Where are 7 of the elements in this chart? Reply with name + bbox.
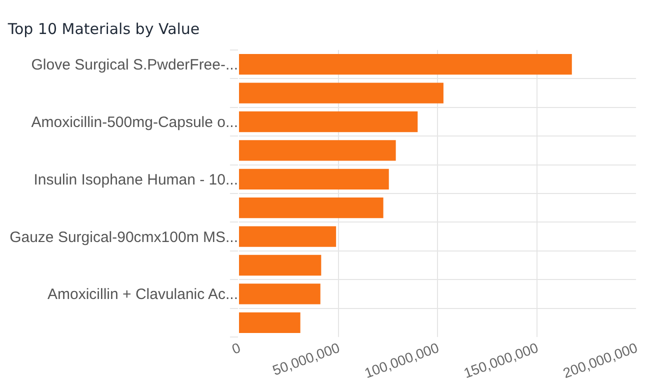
y-tick-label: Amoxicillin-500mg-Capsule o... xyxy=(31,114,238,131)
text: Top 10 Materials by Value xyxy=(6,20,200,38)
y-tick-label: Insulin Isophane Human - 10... xyxy=(34,171,238,188)
y-tick-label: Amoxicillin + Clavulanic Ac... xyxy=(48,286,238,304)
y-tick-label: Glove Surgical S.PwderFree-... xyxy=(31,56,238,74)
y-tick-label: Gauze Surgical-90cmx100m MS... xyxy=(10,228,238,246)
x-tick-label: 0 xyxy=(230,339,243,358)
